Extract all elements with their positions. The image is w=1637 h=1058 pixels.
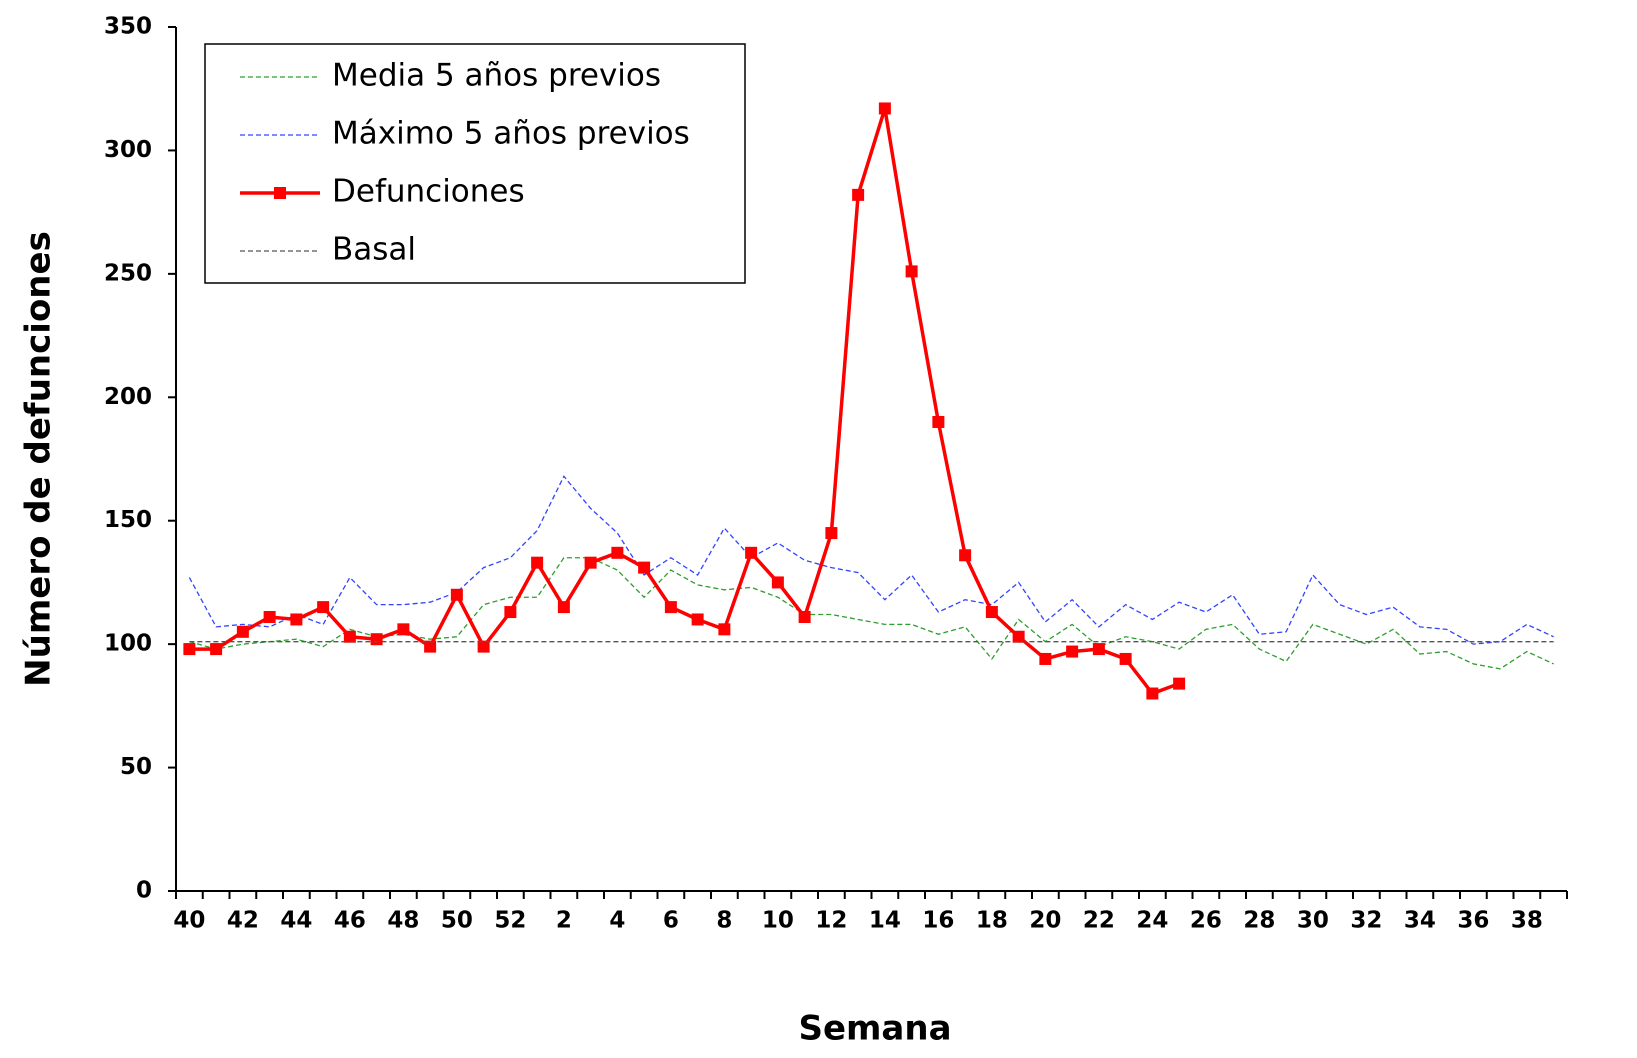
x-tick-label: 8 xyxy=(716,908,732,934)
y-tick-label: 300 xyxy=(104,137,152,163)
x-tick-label: 52 xyxy=(494,908,526,934)
x-tick-label: 18 xyxy=(976,908,1008,934)
legend-label: Defunciones xyxy=(332,174,525,210)
point-marker xyxy=(878,102,891,115)
point-marker xyxy=(638,561,651,574)
point-marker xyxy=(1173,677,1186,690)
point-marker xyxy=(1039,652,1052,665)
y-tick-label: 100 xyxy=(104,631,152,657)
point-marker xyxy=(397,623,410,636)
point-marker xyxy=(771,576,784,589)
point-marker xyxy=(504,606,517,619)
point-marker xyxy=(317,601,330,614)
x-tick-label: 22 xyxy=(1083,908,1115,934)
point-marker xyxy=(210,643,223,656)
x-tick-label: 36 xyxy=(1457,908,1489,934)
point-marker xyxy=(183,643,196,656)
point-marker xyxy=(1012,630,1025,643)
legend-marker xyxy=(274,187,286,199)
x-tick-label: 6 xyxy=(663,908,679,934)
point-marker xyxy=(557,601,570,614)
point-marker xyxy=(343,630,356,643)
point-marker xyxy=(985,606,998,619)
x-tick-label: 12 xyxy=(815,908,847,934)
point-marker xyxy=(852,188,865,201)
x-tick-label: 48 xyxy=(387,908,419,934)
point-marker xyxy=(584,556,597,569)
y-tick-label: 200 xyxy=(104,384,152,410)
point-marker xyxy=(236,625,249,638)
point-marker xyxy=(370,633,383,646)
legend-box xyxy=(204,43,746,284)
point-marker xyxy=(825,527,838,540)
point-marker xyxy=(664,601,677,614)
point-marker xyxy=(531,556,544,569)
point-marker xyxy=(691,613,704,626)
point-marker xyxy=(1066,645,1079,658)
point-marker xyxy=(611,546,624,559)
y-tick-label: 150 xyxy=(104,507,152,533)
x-tick-label: 26 xyxy=(1190,908,1222,934)
x-tick-label: 46 xyxy=(334,908,366,934)
x-tick-label: 4 xyxy=(609,908,625,934)
point-marker xyxy=(1119,652,1132,665)
x-tick-label: 38 xyxy=(1511,908,1543,934)
x-tick-label: 16 xyxy=(922,908,954,934)
x-tick-label: 28 xyxy=(1243,908,1275,934)
point-marker xyxy=(798,610,811,623)
point-marker xyxy=(745,546,758,559)
y-tick-label: 350 xyxy=(104,14,152,40)
y-tick-label: 250 xyxy=(104,260,152,286)
y-axis-label: Número de defunciones xyxy=(19,231,59,687)
x-axis-label: Semana xyxy=(798,1009,951,1049)
x-tick-label: 40 xyxy=(173,908,205,934)
x-tick-label: 34 xyxy=(1404,908,1436,934)
point-marker xyxy=(718,623,731,636)
point-marker xyxy=(1146,687,1159,700)
point-marker xyxy=(905,265,918,278)
x-tick-label: 10 xyxy=(762,908,794,934)
x-tick-label: 2 xyxy=(556,908,572,934)
y-tick-label: 50 xyxy=(120,754,152,780)
x-tick-label: 44 xyxy=(280,908,312,934)
legend-label: Máximo 5 años previos xyxy=(332,116,690,152)
legend-label: Media 5 años previos xyxy=(332,58,661,94)
x-tick-label: 24 xyxy=(1136,908,1168,934)
point-marker xyxy=(959,549,972,562)
series-line xyxy=(189,557,1554,670)
point-marker xyxy=(263,610,276,623)
x-tick-label: 14 xyxy=(869,908,901,934)
x-tick-label: 32 xyxy=(1350,908,1382,934)
point-marker xyxy=(1092,643,1105,656)
point-marker xyxy=(932,415,945,428)
y-tick-label: 0 xyxy=(136,878,152,904)
legend-label: Basal xyxy=(332,232,416,268)
point-marker xyxy=(424,640,437,653)
x-tick-label: 30 xyxy=(1297,908,1329,934)
x-tick-label: 50 xyxy=(441,908,473,934)
x-tick-label: 20 xyxy=(1029,908,1061,934)
point-marker xyxy=(477,640,490,653)
point-marker xyxy=(290,613,303,626)
x-tick-label: 42 xyxy=(227,908,259,934)
point-marker xyxy=(450,588,463,601)
series-line xyxy=(188,475,1554,645)
